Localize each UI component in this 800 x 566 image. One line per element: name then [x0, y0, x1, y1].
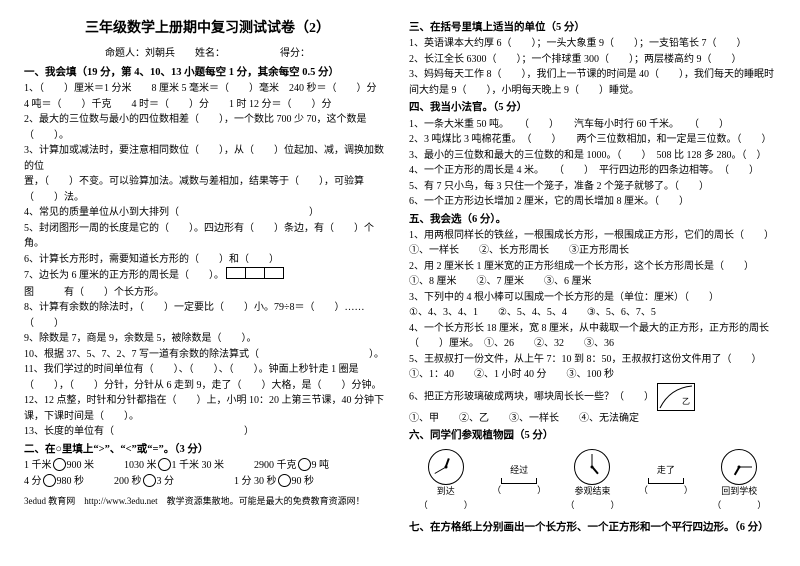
- compare-circle[interactable]: [278, 474, 291, 487]
- arrow-blank-1: （ ）: [492, 484, 546, 498]
- q12: 12、12 点整，时针和分针都指在（ ）上，小明 10：20 上第三节课，40 …: [24, 393, 391, 424]
- r4d: 4、一个正方形的周长是 4 米。 （ ） 平行四边形的四条边相等。 （ ）: [409, 163, 776, 179]
- q2: 2、最大的三位数与最小的四位数相差（ ），一个数比 700 少 70，这个数是（…: [24, 112, 391, 143]
- clock-unit-3: 回到学校 （ ）: [712, 449, 766, 513]
- r3c: 3、妈妈每天工作 8（ ），我们上一节课的时间是 40（ ），我们每天的睡眠时间…: [409, 67, 776, 98]
- q4: 4、常见的质量单位从小到大排列（ ）: [24, 205, 391, 221]
- q7-row: 7、边长为 6 厘米的正方形的周长是（ ）。: [24, 267, 391, 285]
- q8: 8、计算有余数的除法时，（ ）一定要比（ ）小。79÷8＝（ ）……（ ）: [24, 300, 391, 331]
- clock-icon: [574, 449, 610, 485]
- exam-page: 三年级数学上册期中复习测试试卷（2） 命题人：刘朝兵 姓名： 得分： 一、我会填…: [0, 0, 800, 566]
- r5-2a: 2、用 2 厘米长 1 厘米宽的正方形组成一个长方形，这个长方形周长是（ ）: [409, 259, 776, 275]
- q5: 5、封闭图形一周的长度是它的（ ）。四边形有（ ）条边，有（ ）个角。: [24, 221, 391, 252]
- clock-label-3: 回到学校: [721, 485, 757, 499]
- section-7-heading: 七、在方格纸上分别画出一个长方形、一个正方形和一个平行四边形。（6 分）: [409, 520, 776, 536]
- clock-unit-2: 参观结束 （ ）: [565, 449, 619, 513]
- r4a: 1、一条大米重 50 吨。 （ ） 汽车每小时行 60 千米。 （ ）: [409, 117, 776, 133]
- r4c: 3、最小的三位数和最大的三位数的和是 1000。（ ） 508 比 128 多 …: [409, 148, 776, 164]
- arrow-unit-1: 经过 （ ）: [492, 464, 546, 498]
- section-2-heading: 二、在○里填上“>”、“<”或“=”。（3 分）: [24, 442, 391, 458]
- exam-title: 三年级数学上册期中复习测试试卷（2）: [24, 18, 391, 40]
- r5-3b: ①、4、3、4、1 ②、5、4、5、4 ③、5、6、7、5: [409, 305, 776, 321]
- clock-icon: [428, 449, 464, 485]
- q1b: 4 吨＝（ ）千克 4 时＝（ ）分 1 时 12 分＝（ ）分: [24, 97, 391, 113]
- s2-row-a: 1 千米900 米 1030 米1 千米 30 米 2900 千克9 吨: [24, 458, 391, 474]
- right-column: 三、在括号里填上适当的单位（5 分） 1、英语课本大约厚 6（ ）；一头大象重 …: [409, 18, 776, 556]
- clock-icon: [721, 449, 757, 485]
- r4b: 2、3 吨煤比 3 吨棉花重。 （ ） 两个三位数相加，和一定是三位数。（ ）: [409, 132, 776, 148]
- q6: 6、计算长方形时，需要知道长方形的（ ）和（ ）: [24, 252, 391, 268]
- section-1-heading: 一、我会填（19 分，第 4、10、13 小题每空 1 分，其余每空 0.5 分…: [24, 65, 391, 81]
- r5-6a: 6、把正方形玻璃破成两块，哪块周长长一些？（ ）: [409, 391, 654, 402]
- s2-row-b: 4 分980 秒 200 秒3 分 1 分 30 秒90 秒: [24, 474, 391, 490]
- section-5-heading: 五、我会选（6 分）。: [409, 212, 776, 228]
- r5-5a: 5、王叔叔打一份文件，从上午 7：10 到 8：50，王叔叔打这份文件用了（ ）: [409, 352, 776, 368]
- rect-boxes-figure: [227, 267, 284, 285]
- q3b: 置，（ ）不变。可以验算加法。减数与差相加，结果等于（ ），可验算（ ）法。: [24, 174, 391, 205]
- author-line: 命题人：刘朝兵 姓名： 得分：: [24, 46, 391, 62]
- r4f: 6、一个正方形边长增加 2 厘米，它的周长增加 8 厘米。（ ）: [409, 194, 776, 210]
- q7r: 图 有（ ）个长方形。: [24, 285, 391, 301]
- compare-circle[interactable]: [143, 474, 156, 487]
- section-4-heading: 四、我当小法官。（5 分）: [409, 100, 776, 116]
- r5-5b: ①、1：40 ②、1 小时 40 分 ③、100 秒: [409, 367, 776, 383]
- clock-label-1: 到达: [437, 485, 455, 499]
- r5-4a: 4、一个长方形长 18 厘米，宽 8 厘米，从中裁取一个最大的正方形，正方形的周…: [409, 321, 776, 352]
- r5-6-row: 6、把正方形玻璃破成两块，哪块周长长一些？（ ） 乙: [409, 383, 776, 411]
- q13: 13、长度的单位有（ ）: [24, 424, 391, 440]
- arrow-blank-2: （ ）: [639, 484, 693, 498]
- arrow-label-1: 经过: [510, 464, 528, 478]
- q10: 10、根据 37、5、7、2、7 写一道有余数的除法算式（ ）。: [24, 347, 391, 363]
- compare-circle[interactable]: [158, 458, 171, 471]
- q3a: 3、计算加或减法时，要注意相同数位（ ），从（ ）位起加、减，调换加数的位: [24, 143, 391, 174]
- r5-3a: 3、下列中的 4 根小棒可以围成一个长方形的是（单位：厘米）（ ）: [409, 290, 776, 306]
- clock-blank-1: （ ）: [419, 499, 473, 513]
- r5-1b: ①、一样长 ②、长方形周长 ③正方形周长: [409, 243, 776, 259]
- clock-blank-2: （ ）: [565, 499, 619, 513]
- q11: 11、我们学过的时间单位有（ ）、（ ）、（ ）。钟面上秒针走 1 圈是（ ），…: [24, 362, 391, 393]
- compare-circle[interactable]: [53, 458, 66, 471]
- q1a: 1、（ ）厘米＝1 分米 8 厘米 5 毫米＝（ ）毫米 240 秒＝（ ）分: [24, 81, 391, 97]
- clock-label-2: 参观结束: [574, 485, 610, 499]
- compare-circle[interactable]: [298, 458, 311, 471]
- r5-2b: ①、8 厘米 ②、7 厘米 ③、6 厘米: [409, 274, 776, 290]
- left-column: 三年级数学上册期中复习测试试卷（2） 命题人：刘朝兵 姓名： 得分： 一、我会填…: [24, 18, 391, 556]
- clock-unit-1: 到达 （ ）: [419, 449, 473, 513]
- section-6-heading: 六、同学们参观植物园（5 分）: [409, 428, 776, 444]
- clock-blank-3: （ ）: [712, 499, 766, 513]
- r3a: 1、英语课本大约厚 6（ ）；一头大象重 9（ ）；一支铅笔长 7（ ）: [409, 36, 776, 52]
- r5-6b: ①、甲 ②、乙 ③、一样长 ④、无法确定: [409, 411, 776, 427]
- arrow-label-2: 走了: [657, 464, 675, 478]
- r3b: 2、长江全长 6300（ ）；一个排球重 300（ ）；两层楼高约 9（ ）: [409, 52, 776, 68]
- square-split-figure: 乙: [657, 383, 695, 411]
- q7: 7、边长为 6 厘米的正方形的周长是（ ）。: [24, 271, 224, 282]
- clock-row: 到达 （ ） 经过 （ ） 参观结束 （ ） 走了: [409, 449, 776, 513]
- section-3-heading: 三、在括号里填上适当的单位（5 分）: [409, 20, 776, 36]
- svg-text:乙: 乙: [682, 397, 690, 406]
- q9: 9、除数是 7，商是 9，余数是 5，被除数是（ ）。: [24, 331, 391, 347]
- r5-1a: 1、用两根同样长的铁丝，一根围成长方形，一根围成正方形，它们的周长（ ）: [409, 228, 776, 244]
- footer-text: 3edud 教育网 http://www.3edu.net 教学资源集散地。可能…: [24, 495, 391, 509]
- compare-circle[interactable]: [43, 474, 56, 487]
- arrow-unit-2: 走了 （ ）: [639, 464, 693, 498]
- r4e: 5、有 7 只小鸟，每 3 只住一个笼子，准备 2 个笼子就够了。（ ）: [409, 179, 776, 195]
- curve-icon: 乙: [658, 384, 694, 410]
